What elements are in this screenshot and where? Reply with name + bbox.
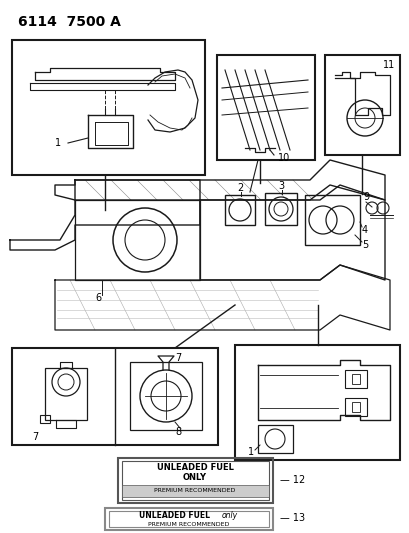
Bar [216, 55, 314, 160]
Text: PREMIUM RECOMMENDED: PREMIUM RECOMMENDED [154, 489, 235, 494]
Text: 5: 5 [361, 240, 367, 250]
Bar [351, 402, 359, 412]
Bar [351, 374, 359, 384]
Bar [40, 415, 50, 423]
Bar [234, 345, 399, 460]
Text: 4: 4 [361, 225, 367, 235]
Bar [122, 461, 268, 500]
Bar [264, 193, 296, 225]
Text: 7: 7 [175, 353, 181, 363]
Text: 7: 7 [32, 432, 38, 442]
Text: 11: 11 [382, 60, 394, 70]
Text: 6114  7500 A: 6114 7500 A [18, 15, 121, 29]
Bar [304, 195, 359, 245]
Text: 8: 8 [175, 427, 181, 437]
Text: UNLEADED FUEL: UNLEADED FUEL [156, 464, 233, 472]
Text: UNLEADED FUEL: UNLEADED FUEL [139, 512, 210, 521]
Bar [118, 458, 272, 503]
Text: PREMIUM RECOMMENDED: PREMIUM RECOMMENDED [148, 521, 229, 527]
Text: 3: 3 [277, 181, 283, 191]
Bar [12, 40, 204, 175]
Bar [122, 485, 268, 497]
Text: — 12: — 12 [279, 475, 305, 485]
Bar [130, 362, 202, 430]
Text: 1: 1 [55, 138, 61, 148]
Bar [344, 370, 366, 388]
Text: 9: 9 [362, 192, 368, 202]
Bar [324, 55, 399, 155]
Text: only: only [221, 512, 238, 521]
Bar [12, 348, 218, 445]
Text: 1: 1 [247, 447, 254, 457]
Bar [344, 398, 366, 416]
Text: 10: 10 [277, 153, 290, 163]
Bar [225, 195, 254, 225]
Text: 6: 6 [95, 293, 101, 303]
Text: 2: 2 [236, 183, 243, 193]
Bar [105, 508, 272, 530]
Bar [45, 368, 87, 420]
Bar [109, 511, 268, 527]
Bar [257, 425, 292, 453]
Text: — 13: — 13 [279, 513, 304, 523]
Text: ONLY: ONLY [182, 473, 207, 482]
